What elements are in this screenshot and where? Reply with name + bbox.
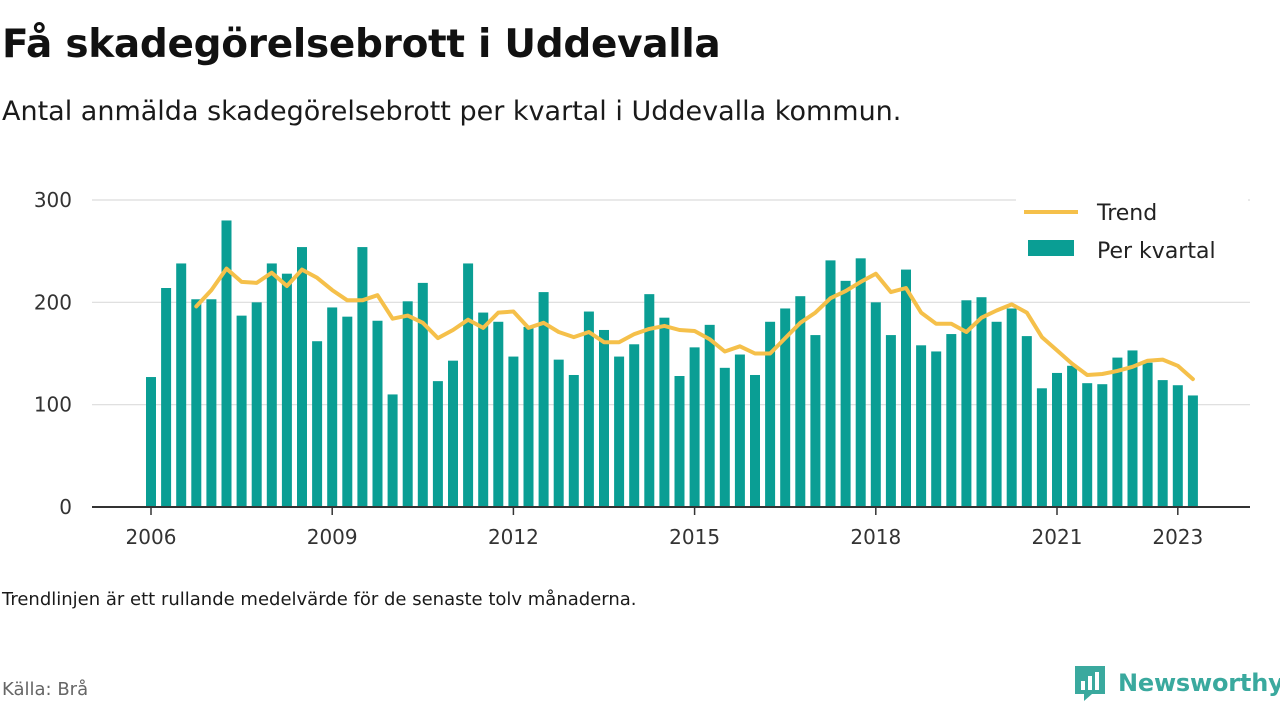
bar bbox=[568, 374, 579, 507]
bar bbox=[1067, 365, 1078, 507]
bar bbox=[523, 326, 534, 507]
bar bbox=[1187, 395, 1198, 507]
y-tick-label: 0 bbox=[59, 495, 72, 519]
legend-background bbox=[1016, 192, 1248, 274]
bar bbox=[583, 311, 594, 507]
bar bbox=[704, 324, 715, 507]
bar bbox=[478, 312, 489, 507]
bar bbox=[327, 307, 338, 507]
legend-trend-label: Trend bbox=[1096, 201, 1157, 226]
bar bbox=[855, 258, 866, 507]
x-tick-label: 2015 bbox=[669, 525, 720, 549]
bar bbox=[901, 269, 911, 507]
bar bbox=[266, 263, 277, 507]
bar bbox=[176, 263, 187, 507]
bar bbox=[795, 296, 806, 507]
bar bbox=[1021, 336, 1032, 507]
y-tick-label: 300 bbox=[34, 188, 72, 212]
bar bbox=[448, 360, 458, 507]
bar bbox=[976, 297, 987, 507]
chart-title: Få skadegörelsebrott i Uddevalla bbox=[2, 22, 721, 67]
bar bbox=[146, 377, 156, 507]
bar bbox=[931, 351, 942, 507]
legend-bar-label: Per kvartal bbox=[1097, 239, 1216, 264]
bar bbox=[357, 247, 368, 507]
bar bbox=[1036, 388, 1047, 507]
x-tick-label: 2006 bbox=[126, 525, 177, 549]
bar bbox=[780, 308, 791, 507]
bar bbox=[1112, 357, 1123, 507]
bar bbox=[432, 381, 443, 507]
bar bbox=[734, 354, 745, 507]
x-tick-label: 2018 bbox=[850, 525, 901, 549]
bar bbox=[553, 359, 564, 507]
bar bbox=[614, 356, 625, 507]
y-tick-label: 100 bbox=[34, 393, 72, 417]
bar bbox=[372, 320, 383, 507]
bar bbox=[870, 302, 881, 507]
bar bbox=[297, 247, 307, 507]
legend: Trend Per kvartal bbox=[1016, 192, 1248, 274]
brand-name: Newsworthy bbox=[1118, 669, 1280, 697]
bar bbox=[599, 329, 609, 507]
bar bbox=[1172, 385, 1183, 507]
y-axis-ticks: 0 100 200 300 bbox=[34, 188, 72, 519]
bar bbox=[312, 341, 323, 507]
bar bbox=[493, 321, 504, 507]
trend-note: Trendlinjen är ett rullande medelvärde f… bbox=[2, 589, 637, 610]
bar bbox=[629, 344, 640, 507]
newsworthy-logo-icon bbox=[1075, 666, 1105, 701]
x-tick-label: 2021 bbox=[1032, 525, 1083, 549]
bar bbox=[750, 374, 760, 507]
x-axis-ticks: 2006 2009 2012 2015 2018 2021 2023 bbox=[126, 507, 1203, 549]
bar bbox=[946, 334, 957, 507]
bar bbox=[1006, 308, 1017, 507]
legend-bar-swatch bbox=[1028, 240, 1074, 256]
bar bbox=[1157, 380, 1168, 507]
x-tick-label: 2012 bbox=[488, 525, 539, 549]
bar bbox=[402, 301, 413, 507]
bar bbox=[840, 280, 851, 507]
bar bbox=[281, 273, 292, 507]
bar bbox=[825, 260, 836, 507]
bar bbox=[689, 347, 700, 507]
bar bbox=[417, 282, 428, 507]
bar bbox=[659, 317, 670, 507]
bar bbox=[538, 292, 549, 507]
y-tick-label: 200 bbox=[34, 290, 72, 314]
bar bbox=[961, 300, 972, 507]
bar bbox=[644, 294, 655, 507]
bar bbox=[221, 220, 232, 507]
bar bbox=[916, 345, 927, 507]
bar bbox=[387, 394, 398, 507]
bar bbox=[810, 335, 821, 507]
bar bbox=[508, 356, 519, 507]
bar bbox=[161, 288, 172, 507]
brand-logo[interactable]: Newsworthy bbox=[1072, 664, 1280, 702]
bar bbox=[719, 367, 730, 507]
chart-subtitle: Antal anmälda skadegörelsebrott per kvar… bbox=[2, 96, 902, 127]
bar bbox=[236, 315, 247, 507]
bar bbox=[342, 316, 353, 507]
bar bbox=[1142, 362, 1153, 507]
bar bbox=[765, 321, 776, 507]
trend-line bbox=[194, 266, 1195, 382]
bar bbox=[463, 263, 474, 507]
bar bbox=[674, 376, 685, 507]
source-label: Källa: Brå bbox=[2, 679, 89, 700]
bar bbox=[991, 321, 1002, 507]
bar bbox=[885, 335, 896, 507]
bar bbox=[251, 302, 262, 507]
bar bbox=[1097, 384, 1108, 507]
bar bbox=[1082, 383, 1093, 507]
trend-series bbox=[194, 266, 1195, 382]
bar bbox=[1052, 372, 1062, 507]
bar-series bbox=[146, 220, 1198, 507]
bar bbox=[206, 299, 217, 507]
x-tick-label: 2023 bbox=[1152, 525, 1203, 549]
x-tick-label: 2009 bbox=[307, 525, 358, 549]
bar bbox=[1127, 350, 1138, 507]
bar bbox=[191, 299, 202, 507]
